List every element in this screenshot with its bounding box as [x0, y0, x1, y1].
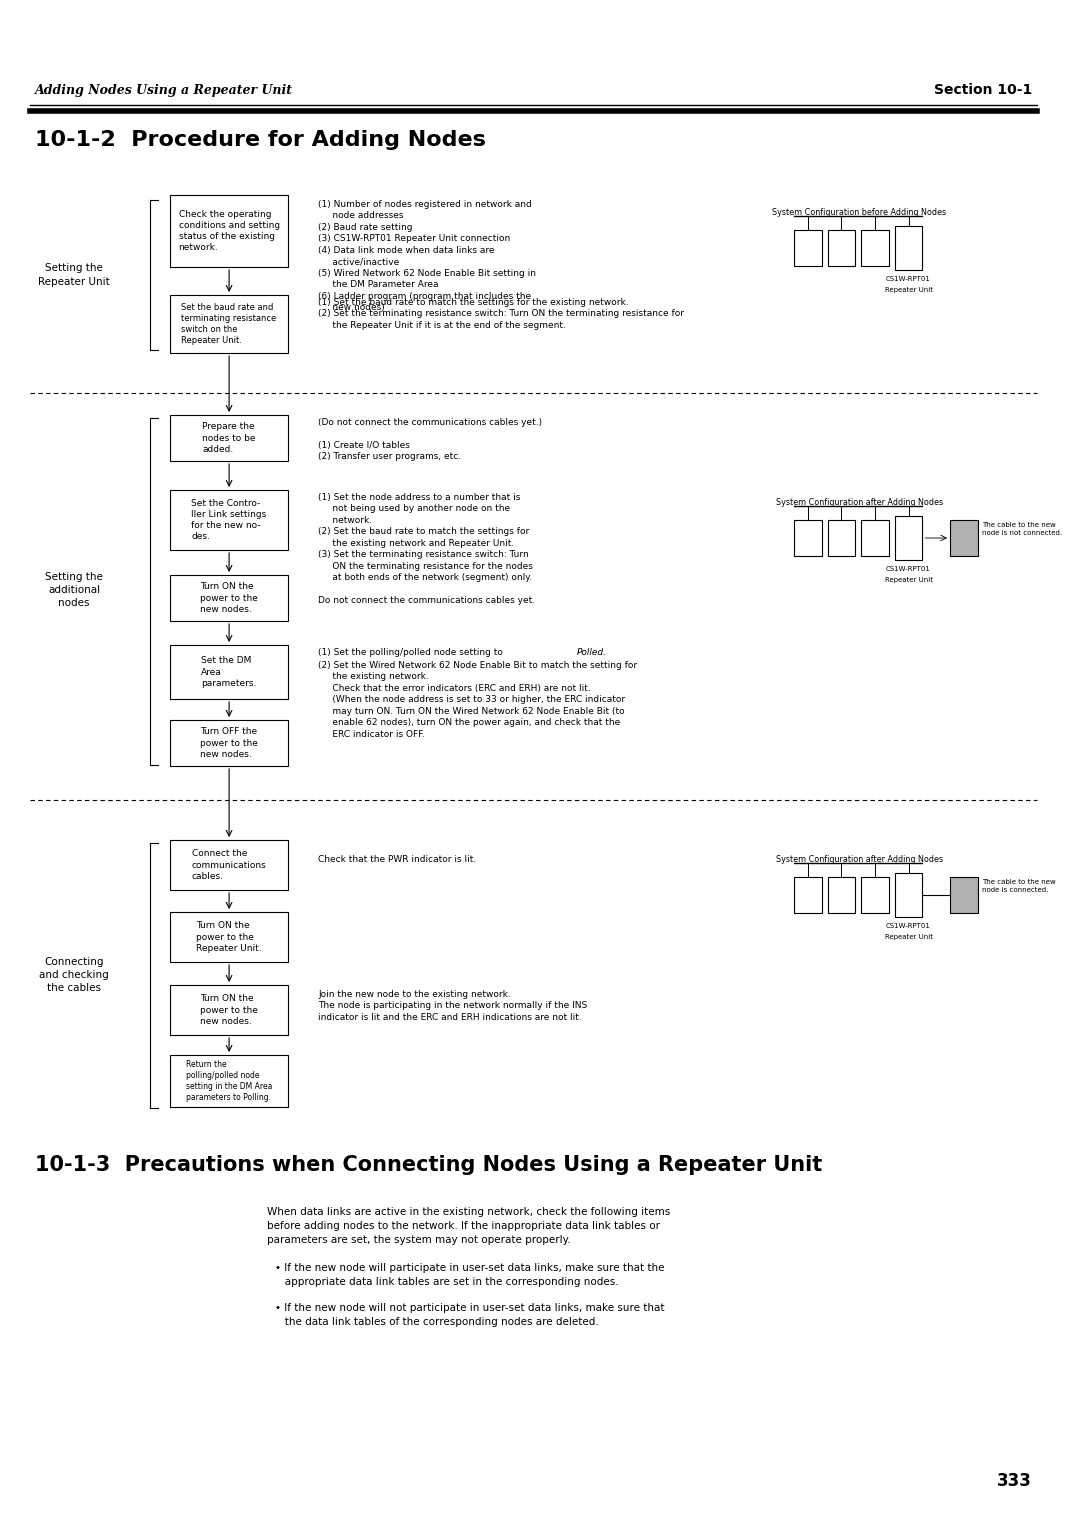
Text: • If the new node will participate in user-set data links, make sure that the
  : • If the new node will participate in us…: [274, 1264, 664, 1287]
Text: Check that the PWR indicator is lit.: Check that the PWR indicator is lit.: [318, 856, 476, 863]
Text: • If the new node will not participate in user-set data links, make sure that
  : • If the new node will not participate i…: [274, 1303, 664, 1326]
Text: Polled.: Polled.: [577, 648, 607, 657]
Text: 10-1-2  Procedure for Adding Nodes: 10-1-2 Procedure for Adding Nodes: [35, 130, 485, 150]
Text: Set the Contro-
ller Link settings
for the new no-
des.: Set the Contro- ller Link settings for t…: [191, 498, 267, 541]
Text: (1) Number of nodes registered in network and
     node addresses
(2) Baud rate : (1) Number of nodes registered in networ…: [318, 200, 536, 312]
Bar: [894, 226, 922, 270]
Text: Repeater Unit: Repeater Unit: [885, 578, 932, 584]
Text: System Configuration after Adding Nodes: System Configuration after Adding Nodes: [775, 856, 943, 863]
Text: Check the operating
conditions and setting
status of the existing
network.: Check the operating conditions and setti…: [178, 209, 280, 252]
Text: (1) Set the baud rate to match the settings for the existing network.
(2) Set th: (1) Set the baud rate to match the setti…: [318, 298, 684, 330]
Bar: [794, 877, 822, 914]
Text: 333: 333: [997, 1471, 1032, 1490]
Text: System Configuration before Adding Nodes: System Configuration before Adding Nodes: [772, 208, 946, 217]
Text: Connecting
and checking
the cables: Connecting and checking the cables: [39, 957, 109, 993]
Text: Repeater Unit: Repeater Unit: [885, 287, 932, 293]
Text: Turn ON the
power to the
new nodes.: Turn ON the power to the new nodes.: [200, 995, 258, 1025]
Bar: [170, 720, 288, 766]
Bar: [861, 231, 889, 266]
Text: Return the
polling/polled node
setting in the DM Area
parameters to Polling.: Return the polling/polled node setting i…: [186, 1060, 272, 1102]
Bar: [170, 840, 288, 889]
Bar: [861, 520, 889, 556]
Bar: [170, 986, 288, 1034]
Bar: [794, 520, 822, 556]
Text: Setting the
Repeater Unit: Setting the Repeater Unit: [38, 263, 110, 287]
Bar: [170, 1054, 288, 1106]
Text: (1) Set the polling/polled node setting to: (1) Set the polling/polled node setting …: [318, 648, 505, 657]
Bar: [894, 516, 922, 559]
Text: Repeater Unit: Repeater Unit: [885, 934, 932, 940]
Bar: [894, 872, 922, 917]
Text: Join the new node to the existing network.
The node is participating in the netw: Join the new node to the existing networ…: [318, 990, 588, 1022]
Text: CS1W-RPT01: CS1W-RPT01: [886, 277, 931, 283]
Text: Connect the
communications
cables.: Connect the communications cables.: [192, 850, 267, 880]
Text: CS1W-RPT01: CS1W-RPT01: [886, 923, 931, 929]
Bar: [170, 416, 288, 461]
Bar: [827, 877, 855, 914]
Bar: [827, 520, 855, 556]
Text: Turn OFF the
power to the
new nodes.: Turn OFF the power to the new nodes.: [200, 727, 258, 758]
Text: Turn ON the
power to the
Repeater Unit.: Turn ON the power to the Repeater Unit.: [197, 921, 262, 952]
Text: (2) Set the Wired Network 62 Node Enable Bit to match the setting for
     the e: (2) Set the Wired Network 62 Node Enable…: [318, 662, 637, 738]
Text: Section 10-1: Section 10-1: [934, 83, 1032, 96]
Text: Prepare the
nodes to be
added.: Prepare the nodes to be added.: [202, 422, 256, 454]
Text: Setting the
additional
nodes: Setting the additional nodes: [45, 571, 103, 608]
Text: Adding Nodes Using a Repeater Unit: Adding Nodes Using a Repeater Unit: [35, 84, 293, 96]
Text: Set the baud rate and
terminating resistance
switch on the
Repeater Unit.: Set the baud rate and terminating resist…: [181, 303, 276, 345]
Text: System Configuration after Adding Nodes: System Configuration after Adding Nodes: [775, 498, 943, 507]
Text: CS1W-RPT01: CS1W-RPT01: [886, 565, 931, 571]
Bar: [794, 231, 822, 266]
Bar: [170, 295, 288, 353]
Text: Turn ON the
power to the
new nodes.: Turn ON the power to the new nodes.: [200, 582, 258, 614]
Text: 10-1-3  Precautions when Connecting Nodes Using a Repeater Unit: 10-1-3 Precautions when Connecting Nodes…: [35, 1155, 822, 1175]
Text: Set the DM
Area
parameters.: Set the DM Area parameters.: [201, 657, 257, 688]
Text: (Do not connect the communications cables yet.)

(1) Create I/O tables
(2) Trans: (Do not connect the communications cable…: [318, 419, 542, 461]
Text: The cable to the new
node is not connected.: The cable to the new node is not connect…: [982, 523, 1062, 535]
Text: The cable to the new
node is connected.: The cable to the new node is connected.: [982, 879, 1055, 892]
Text: When data links are active in the existing network, check the following items
be: When data links are active in the existi…: [267, 1207, 670, 1245]
Bar: [170, 490, 288, 550]
Bar: [170, 575, 288, 620]
Text: (1) Set the node address to a number that is
     not being used by another node: (1) Set the node address to a number tha…: [318, 494, 535, 605]
Bar: [170, 912, 288, 963]
Bar: [827, 231, 855, 266]
Bar: [170, 196, 288, 267]
Bar: [950, 520, 977, 556]
Bar: [950, 877, 977, 914]
Bar: [170, 645, 288, 698]
Bar: [861, 877, 889, 914]
